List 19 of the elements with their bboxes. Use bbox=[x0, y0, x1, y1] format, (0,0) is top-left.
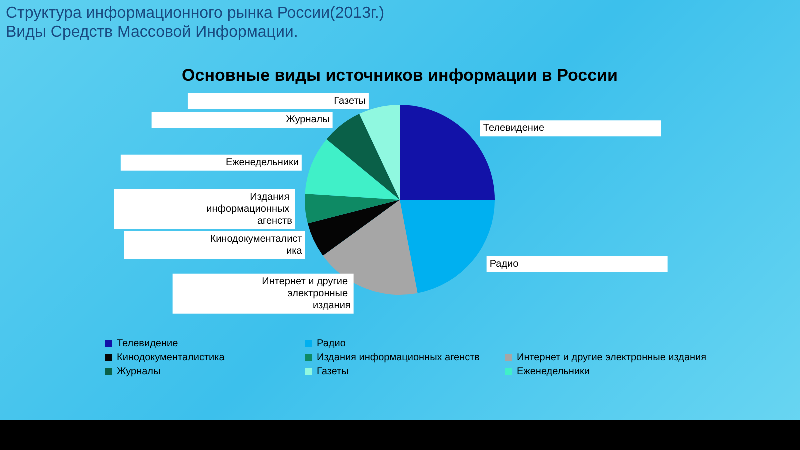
legend-label: Газеты bbox=[317, 366, 349, 378]
legend-label: Издания информационных агенств bbox=[317, 352, 480, 364]
legend-label: Радио bbox=[317, 338, 346, 350]
legend-label: Кинодокументалистика bbox=[117, 352, 226, 364]
legend-label: Телевидение bbox=[117, 338, 179, 350]
slice-label: Телевидение bbox=[483, 123, 545, 134]
chart-title: Основные виды источников информации в России bbox=[182, 66, 618, 85]
slice-label: Радио bbox=[490, 258, 520, 270]
slice-label: Журналы bbox=[286, 114, 330, 126]
slice-label: Интернет и другие электронные издания bbox=[262, 276, 351, 312]
slice-label: Издания информационных агенств bbox=[206, 192, 292, 228]
text: Виды Средств Массовой Информации. bbox=[6, 23, 300, 42]
text: Структура информационного рынка России(2013г.) bbox=[6, 4, 385, 23]
legend-label: Журналы bbox=[117, 366, 161, 378]
slice-label: Газеты bbox=[334, 96, 366, 107]
legend-label: Интернет и другие электронные издания bbox=[517, 352, 707, 364]
slice-label: Еженедельники bbox=[226, 157, 299, 168]
slice-label: Кинодокументалистика bbox=[210, 234, 303, 258]
legend-label: Еженедельники bbox=[517, 366, 590, 378]
